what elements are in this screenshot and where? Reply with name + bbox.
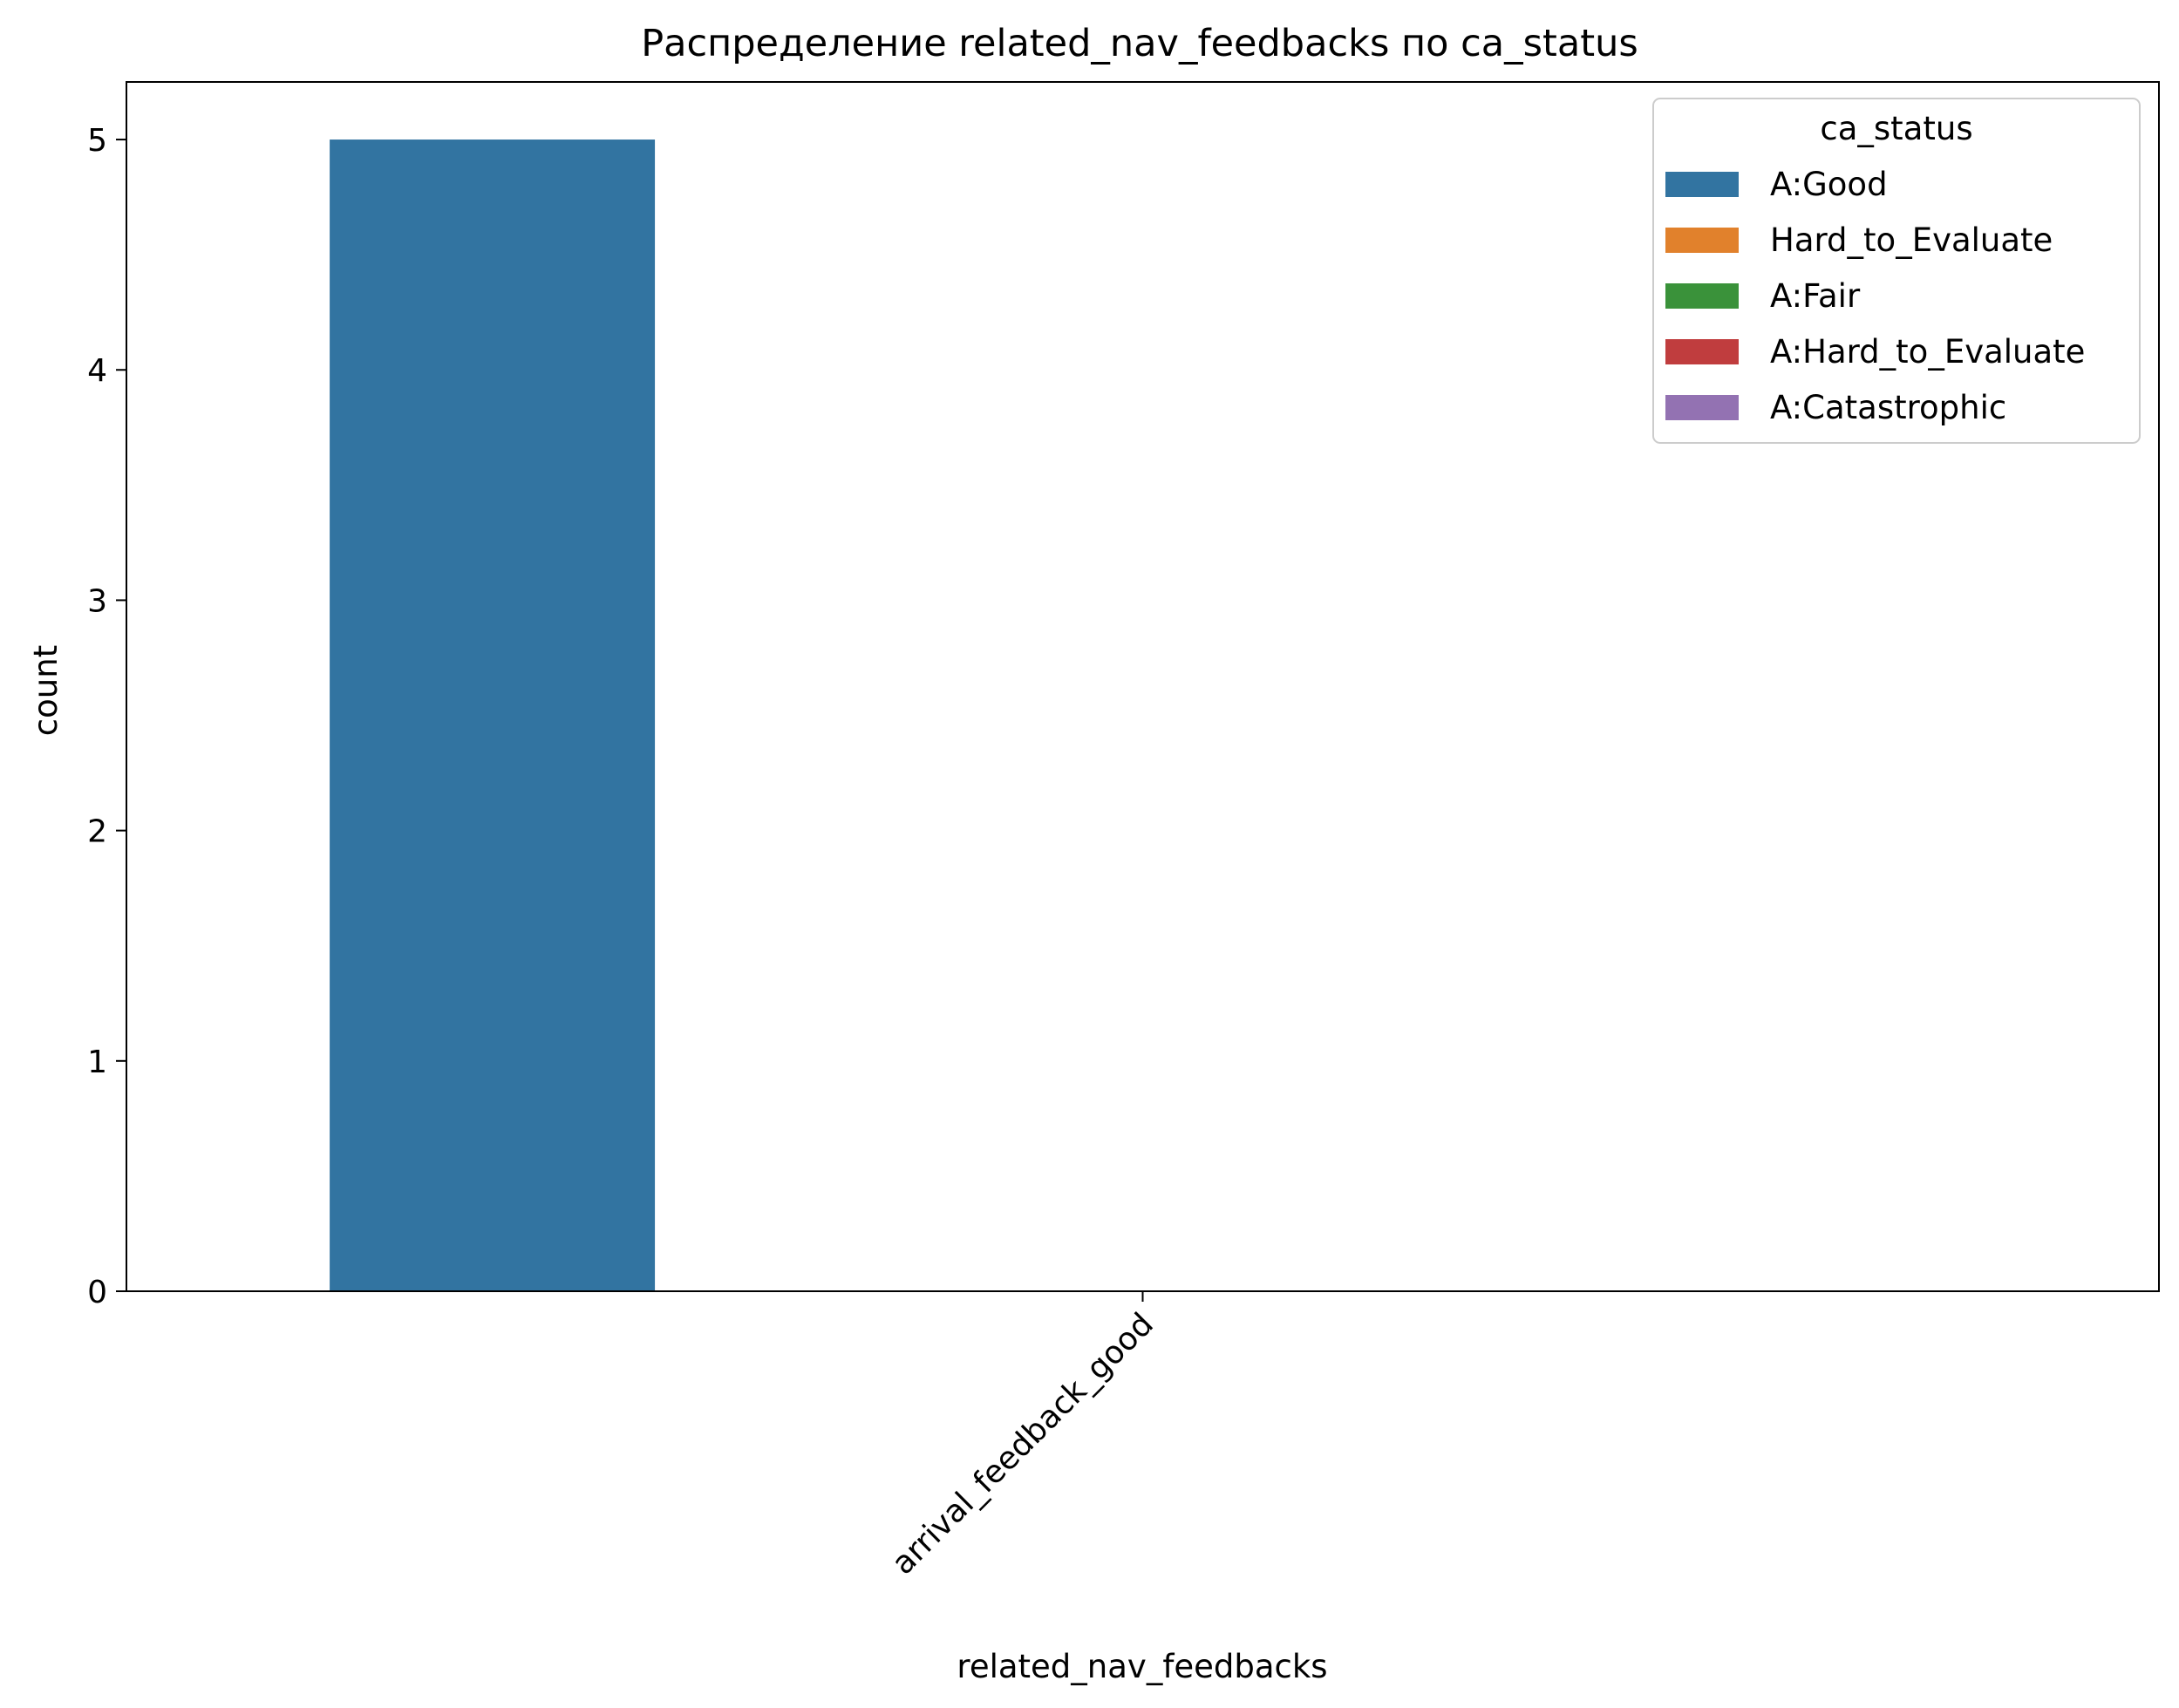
legend-label: Hard_to_Evaluate [1770,221,2053,259]
y-axis-label: count [27,645,65,736]
x-axis-label: related_nav_feedbacks [957,1648,1327,1685]
y-tick-label: 3 [87,583,107,619]
legend-label: A:Catastrophic [1770,389,2006,426]
y-tick-label: 5 [87,123,107,159]
legend-label: A:Hard_to_Evaluate [1770,333,2085,371]
legend-swatch [1665,283,1739,309]
legend-label: A:Fair [1770,277,1861,315]
legend-title: ca_status [1820,110,1972,147]
legend: ca_status A:GoodHard_to_EvaluateA:FairA:… [1652,98,2141,444]
bars [330,139,656,1292]
y-tick-label: 0 [87,1275,107,1310]
bar-a-good-0 [330,139,656,1292]
y-tick-label: 1 [87,1045,107,1080]
legend-label: A:Good [1770,166,1888,203]
plot-frame [126,81,2160,1292]
legend-swatch [1665,339,1739,364]
y-tick-label: 2 [87,814,107,850]
legend-swatch [1665,228,1739,253]
x-axis: arrival_feedback_good [885,1291,1161,1582]
legend-swatch [1665,172,1739,197]
legend-swatch [1665,395,1739,420]
legend-box [1652,98,2141,444]
y-axis: 0 1 2 3 4 5 [87,123,126,1310]
chart-title: Распределение related_nav_feedbacks по c… [641,22,1638,65]
legend-items: A:Good Hard_to_Evaluate A:Fair A:Hard_to_Ev… [1665,166,2085,426]
y-tick-label: 4 [87,353,107,389]
x-tick-label: arrival_feedback_good [885,1306,1161,1582]
